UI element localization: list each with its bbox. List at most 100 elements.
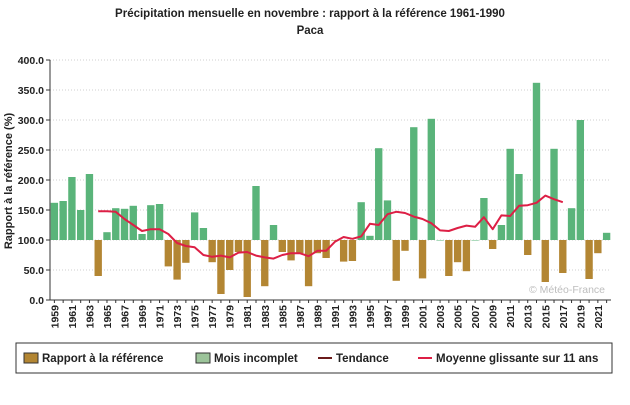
bar-1998 [392,240,400,281]
bar-1990 [322,240,330,258]
legend-item-1: Rapport à la référence [23,352,163,365]
bar-1997 [383,200,392,240]
bar-1994 [357,202,365,240]
bar-2017 [559,240,567,273]
bar-1964 [94,240,102,276]
bar-1991 [331,240,339,241]
x-tick-label: 2009 [488,305,500,329]
x-tick-label: 2011 [505,305,517,328]
bar-2013 [524,240,532,255]
copyright-text: © Météo-France [529,284,605,296]
bar-1986 [287,240,295,261]
bar-1981 [243,240,251,297]
bar-1988 [304,240,313,287]
bar-1972 [164,240,173,267]
x-tick-label: 1993 [347,305,359,329]
bar-2001 [418,240,427,279]
bar-1993 [348,240,357,261]
moving-average-series [98,194,564,260]
x-tick-label: 2019 [575,305,587,329]
bar-1966 [112,208,120,240]
legend-item-4: Moyenne glissante sur 11 ans [418,353,598,365]
x-tick-label: 1971 [155,305,167,329]
bar-1965 [103,232,111,240]
bar-1967 [120,208,129,240]
bar-2015 [541,240,549,282]
bar-1978 [217,240,225,294]
x-tick-label: 1981 [242,305,254,329]
x-tick-label: 1985 [277,305,289,329]
bar-1999 [401,240,409,251]
x-tick-label: 1983 [260,305,272,329]
y-tick-label: 50.0 [24,265,45,277]
bar-2021 [594,240,602,254]
y-tick-label: 300.0 [18,115,44,127]
y-ticks: 0.0 50.0 100.0 150.0 200.0 250.0 300.0 350.0 400… [18,55,50,307]
bar-2005 [453,240,462,263]
bar-1983 [261,240,269,287]
legend-label: Moyenne glissante sur 11 ans [436,353,598,365]
bar-1959 [50,202,59,240]
y-tick-label: 0.0 [29,295,44,307]
x-tick-label: 1961 [67,305,79,329]
legend-swatch [195,352,211,364]
bar-1985 [278,240,286,252]
bar-1992 [339,240,348,262]
bar-1971 [155,204,164,240]
y-tick-label: 250.0 [18,145,44,157]
x-tick-label: 1967 [120,305,132,329]
x-tick-label: 1965 [102,305,114,329]
x-tick-label: 1999 [400,305,412,329]
bar-1984 [269,225,278,240]
y-tick-label: 150.0 [18,205,44,217]
legend-label: Mois incomplet [214,353,298,365]
y-axis-label: Rapport à la référence (%) [3,113,15,250]
legend-item-2: Mois incomplet [195,352,298,365]
x-tick-label: 1991 [330,305,342,329]
chart-subtitle: Paca [297,25,324,37]
x-tick-label: 1979 [225,305,237,329]
x-tick-label: 2013 [523,305,535,329]
bar-2006 [462,240,471,272]
bar-1968 [129,205,137,240]
legend-item-3: Tendance [318,353,389,365]
bar-1960 [59,201,67,240]
bar-1969 [138,234,146,240]
bar-1970 [147,205,155,240]
legend-swatch [23,352,39,364]
bar-1987 [296,240,304,254]
bar-2019 [576,120,585,240]
x-tick-label: 2015 [540,305,552,329]
bar-1989 [313,240,322,254]
bar-1982 [252,186,260,240]
bar-1996 [375,148,383,240]
moving-average-line [98,194,564,260]
bar-2009 [488,240,497,249]
bar-2008 [480,198,488,240]
bar-1973 [173,240,181,280]
legend-label: Tendance [336,353,389,365]
x-tick-label: 1997 [382,305,394,329]
bar-1976 [199,228,208,240]
x-tick-label: 1987 [295,305,307,329]
bar-1961 [68,177,76,240]
bar-1974 [182,240,190,263]
bar-2002 [427,118,435,240]
y-tick-label: 200.0 [18,175,44,187]
x-tick-label: 2005 [453,305,465,329]
bar-2022 [602,232,611,240]
bar-1980 [234,240,243,252]
bar-2011 [506,148,514,240]
x-tick-label: 2021 [593,305,605,329]
x-ticks: 1959 1961 1963 1965 1967 1969 1971 1973 1975 1977… [49,300,608,329]
x-tick-label: 2017 [558,305,570,329]
bar-2014 [532,82,541,240]
x-tick-label: 2007 [470,305,482,329]
y-tick-label: 100.0 [18,235,44,247]
chart-title: Précipitation mensuelle en novembre : ra… [115,8,505,20]
x-tick-label: 2003 [435,305,447,329]
legend: Rapport à la référence Mois incomplet Tend… [15,342,613,374]
x-tick-label: 1969 [137,305,149,329]
x-tick-label: 1973 [172,305,184,329]
